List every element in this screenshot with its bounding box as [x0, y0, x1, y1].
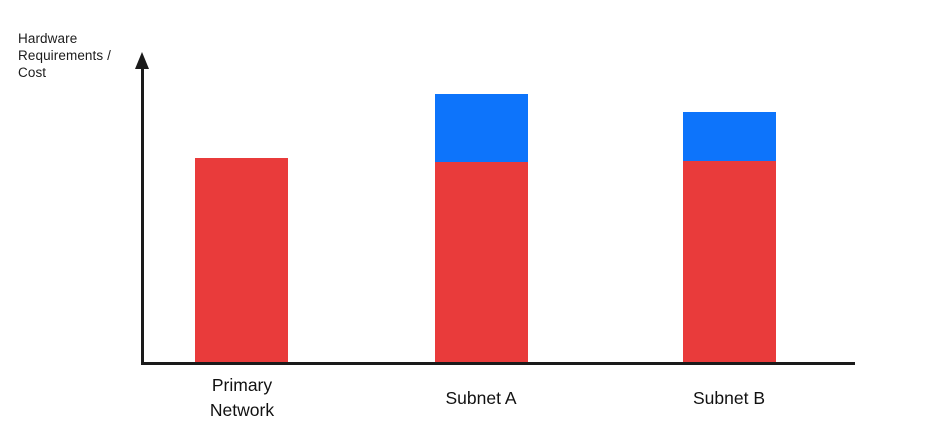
y-axis-label-line: Requirements /	[18, 48, 111, 63]
y-axis-label: Hardware Requirements / Cost	[18, 30, 111, 81]
category-label-subnet-a: Subnet A	[445, 387, 517, 408]
bar-segment-red-primary-network	[195, 158, 288, 364]
bar-subnet-a	[435, 94, 528, 364]
plot-area	[143, 53, 855, 364]
category-label-subnet-b: Subnet B	[693, 387, 765, 408]
bar-primary-network	[195, 158, 288, 364]
bar-segment-blue-subnet-b	[683, 112, 776, 161]
y-axis-label-line: Cost	[18, 65, 47, 80]
y-axis-arrowhead-icon	[135, 52, 149, 69]
x-axis-line	[141, 362, 855, 365]
bar-segment-blue-subnet-a	[435, 94, 528, 162]
bar-segment-red-subnet-a	[435, 161, 528, 364]
category-label-primary-network: Primary Network	[209, 375, 275, 420]
bar-subnet-b	[683, 112, 776, 364]
bar-segment-red-subnet-b	[683, 161, 776, 364]
y-axis-line	[141, 66, 144, 365]
y-axis-label-line: Hardware	[18, 31, 78, 46]
